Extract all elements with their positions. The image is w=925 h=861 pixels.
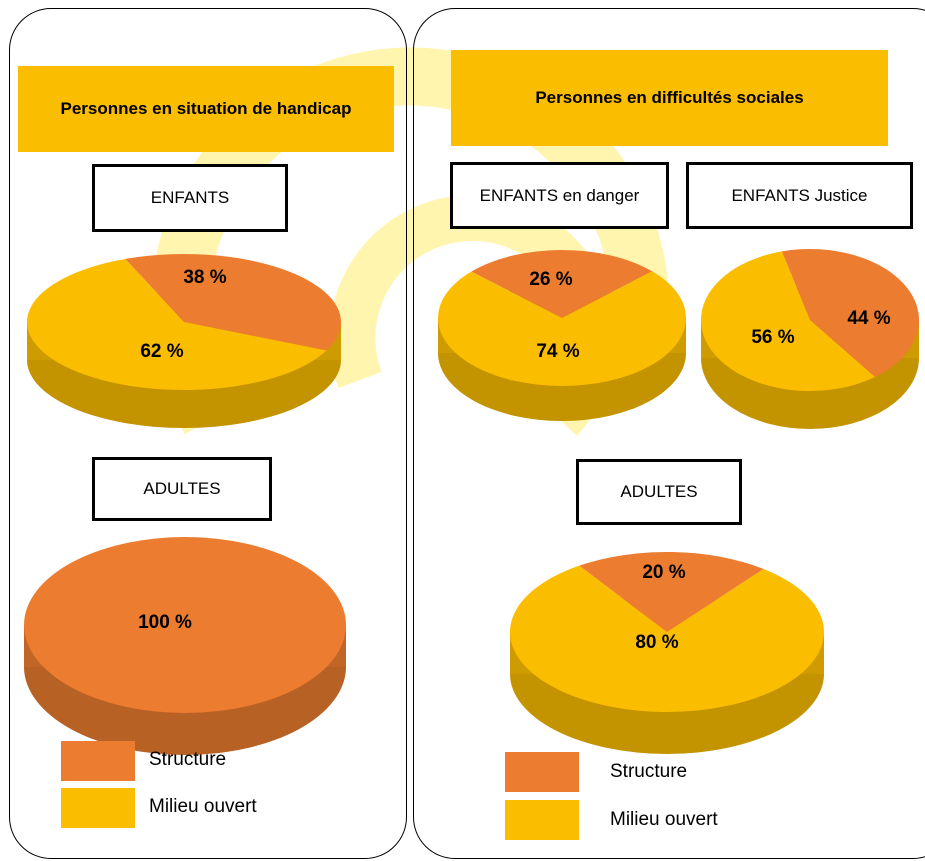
pie-label-2-1: 74 % [536, 341, 579, 362]
pie-slice-2-0 [471, 249, 653, 318]
right-legend-structure-label: Structure [610, 761, 688, 782]
right-enfants-justice-label: ENFANTS Justice [686, 162, 913, 229]
right-enfants-danger-label: ENFANTS en danger [450, 162, 669, 229]
right-legend-milieu-label: Milieu ouvert [610, 809, 718, 830]
left-enfants-label: ENFANTS [92, 164, 288, 232]
pie-slice-1-0 [24, 537, 346, 713]
pie-label-3-0: 44 % [847, 308, 890, 329]
right-panel [413, 8, 925, 859]
pie-label-3-1: 56 % [751, 327, 794, 348]
pie-label-0-1: 62 % [140, 341, 183, 362]
pie-slice-0-0 [125, 254, 341, 351]
pie-label-4-1: 80 % [635, 632, 678, 653]
right-legend-structure-swatch [505, 752, 579, 792]
pie-label-0-0: 38 % [183, 267, 226, 288]
left-adultes-label: ADULTES [92, 457, 272, 521]
right-adultes-label: ADULTES [576, 459, 742, 525]
right-title: Personnes en difficultés sociales [451, 50, 888, 146]
right-legend-milieu-swatch [505, 800, 579, 840]
left-panel [9, 8, 407, 859]
pie-slice-3-1 [700, 251, 875, 391]
left-title: Personnes en situation de handicap [18, 66, 394, 152]
left-legend-milieu-label: Milieu ouvert [149, 796, 257, 817]
pie-slice-4-0 [579, 552, 764, 632]
pie-slice-0-1 [26, 258, 327, 391]
pie-label-4-0: 20 % [642, 562, 685, 583]
left-legend-structure-swatch [61, 741, 135, 781]
pie-slice-2-1 [438, 271, 686, 386]
left-legend-milieu-swatch [61, 788, 135, 828]
pie-label-2-0: 26 % [529, 269, 572, 290]
pie-slice-4-1 [509, 565, 825, 712]
left-legend-structure-label: Structure [149, 749, 227, 770]
pie-label-1-0: 100 % [138, 612, 192, 633]
pie-slice-3-0 [781, 249, 919, 378]
